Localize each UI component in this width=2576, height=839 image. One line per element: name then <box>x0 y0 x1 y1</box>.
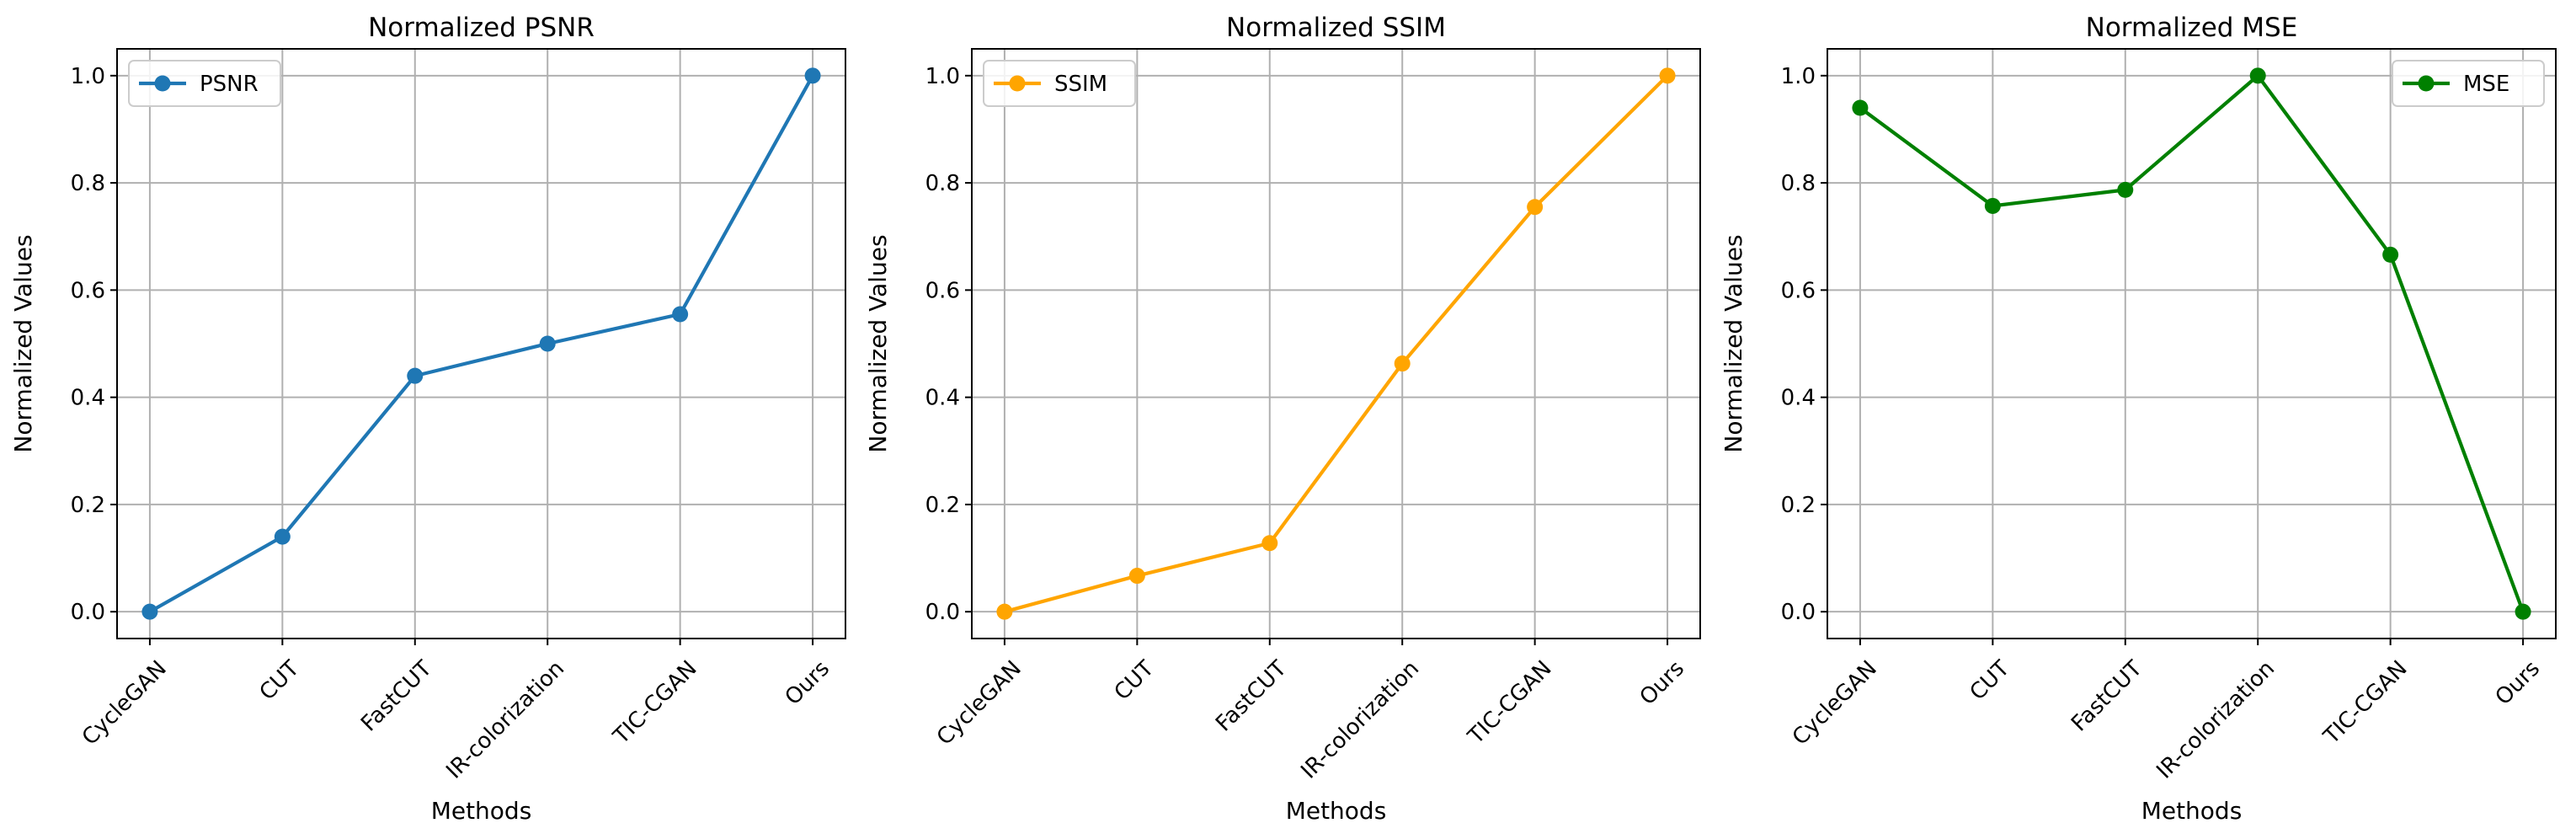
y-axis-label: Normalized Values <box>864 234 892 452</box>
x-tick-label: IR-colorization <box>2152 656 2280 784</box>
data-point-ssim <box>1394 355 1411 372</box>
x-axis-label: Methods <box>2141 797 2243 825</box>
chart-panel-2: 0.0 0.2 0.4 0.6 0.8 1.0 CycleGAN CUT FastCUT IR-c… <box>864 13 1701 825</box>
data-point-mse <box>2382 246 2399 263</box>
x-axis-label: Methods <box>431 797 532 825</box>
y-tick-label: 0.4 <box>925 386 960 411</box>
data-point-mse <box>1852 99 1869 116</box>
x-tick-label: IR-colorization <box>1296 656 1424 784</box>
y-tick-label: 0.8 <box>1781 171 1816 196</box>
data-point-psnr <box>141 603 158 620</box>
legend-marker-swatch <box>2418 75 2435 92</box>
chart-title: Normalized PSNR <box>368 13 595 43</box>
x-tick-label: CycleGAN <box>1788 656 1882 751</box>
y-tick-label: 1.0 <box>1781 64 1816 89</box>
x-tick-label: TIC-CGAN <box>608 656 701 750</box>
legend-label: SSIM <box>1054 72 1107 97</box>
data-point-mse <box>2515 603 2531 620</box>
x-tick-label: IR-colorization <box>441 656 569 784</box>
legend-box <box>128 60 281 107</box>
y-tick-label: 0.2 <box>925 493 960 518</box>
plot-area-border <box>971 48 1701 639</box>
legend: SSIM <box>983 60 1136 107</box>
data-point-psnr <box>672 306 689 323</box>
y-axis-label: Normalized Values <box>1720 234 1747 452</box>
y-tick-label: 0.2 <box>71 493 105 518</box>
data-point-mse <box>2117 181 2134 198</box>
legend: MSE <box>2392 60 2545 107</box>
series-line-ssim <box>1004 74 1669 614</box>
chart-panel-3: 0.0 0.2 0.4 0.6 0.8 1.0 CycleGAN CUT FastCUT IR-c… <box>1720 13 2557 825</box>
data-point-ssim <box>1527 199 1544 216</box>
data-point-psnr <box>804 67 821 84</box>
x-tick-label: TIC-CGAN <box>2318 656 2412 750</box>
y-tick-label: 0.2 <box>1781 493 1816 518</box>
y-tick-label: 1.0 <box>925 64 960 89</box>
y-tick-label: 0.4 <box>71 386 105 411</box>
series-line-mse <box>1859 73 2525 612</box>
x-tick-label: TIC-CGAN <box>1463 656 1556 750</box>
x-tick-label: FastCUT <box>2067 656 2147 737</box>
x-tick-label: Ours <box>781 656 835 710</box>
x-tick-label: FastCUT <box>356 656 437 737</box>
y-tick-label: 0.0 <box>925 600 960 625</box>
legend-box <box>983 60 1136 107</box>
x-tick-label: CUT <box>255 656 305 706</box>
data-point-mse <box>2249 67 2266 84</box>
y-tick-label: 0.6 <box>1781 278 1816 303</box>
series-line-psnr <box>148 74 814 614</box>
legend-marker-swatch <box>154 75 171 92</box>
y-tick-label: 0.0 <box>1781 600 1816 625</box>
x-tick-label: CUT <box>1965 656 2015 706</box>
x-tick-label: CycleGAN <box>77 656 172 751</box>
x-tick-label: Ours <box>2491 656 2545 710</box>
data-point-ssim <box>1659 67 1676 84</box>
data-point-ssim <box>1261 535 1278 552</box>
y-tick-label: 0.4 <box>1781 386 1816 411</box>
data-point-psnr <box>274 528 291 545</box>
y-tick-label: 0.6 <box>925 278 960 303</box>
x-axis-label: Methods <box>1286 797 1387 825</box>
y-tick-label: 0.8 <box>71 171 105 196</box>
legend: PSNR <box>128 60 281 107</box>
data-point-psnr <box>539 335 556 352</box>
legend-box <box>2392 60 2545 107</box>
chart-title: Normalized SSIM <box>1226 13 1446 43</box>
plot-area-border <box>1827 48 2557 639</box>
chart-panel-1: 0.0 0.2 0.4 0.6 0.8 1.0 CycleGAN CUT FastCUT IR-c… <box>9 13 846 825</box>
data-point-ssim <box>1128 568 1145 585</box>
data-point-psnr <box>407 367 424 384</box>
legend-marker-swatch <box>1009 75 1026 92</box>
y-tick-label: 0.8 <box>925 171 960 196</box>
y-axis-label: Normalized Values <box>9 234 37 452</box>
plot-area-border <box>116 48 846 639</box>
data-point-ssim <box>996 603 1013 620</box>
chart-title: Normalized MSE <box>2086 13 2298 43</box>
y-tick-label: 0.0 <box>71 600 105 625</box>
x-tick-label: Ours <box>1635 656 1689 710</box>
legend-label: PSNR <box>200 72 259 97</box>
legend-label: MSE <box>2463 72 2509 97</box>
data-point-mse <box>1984 197 2001 214</box>
x-tick-label: FastCUT <box>1211 656 1292 737</box>
y-tick-label: 0.6 <box>71 278 105 303</box>
x-tick-label: CUT <box>1110 656 1160 706</box>
x-tick-label: CycleGAN <box>932 656 1027 751</box>
y-tick-label: 1.0 <box>71 64 105 89</box>
